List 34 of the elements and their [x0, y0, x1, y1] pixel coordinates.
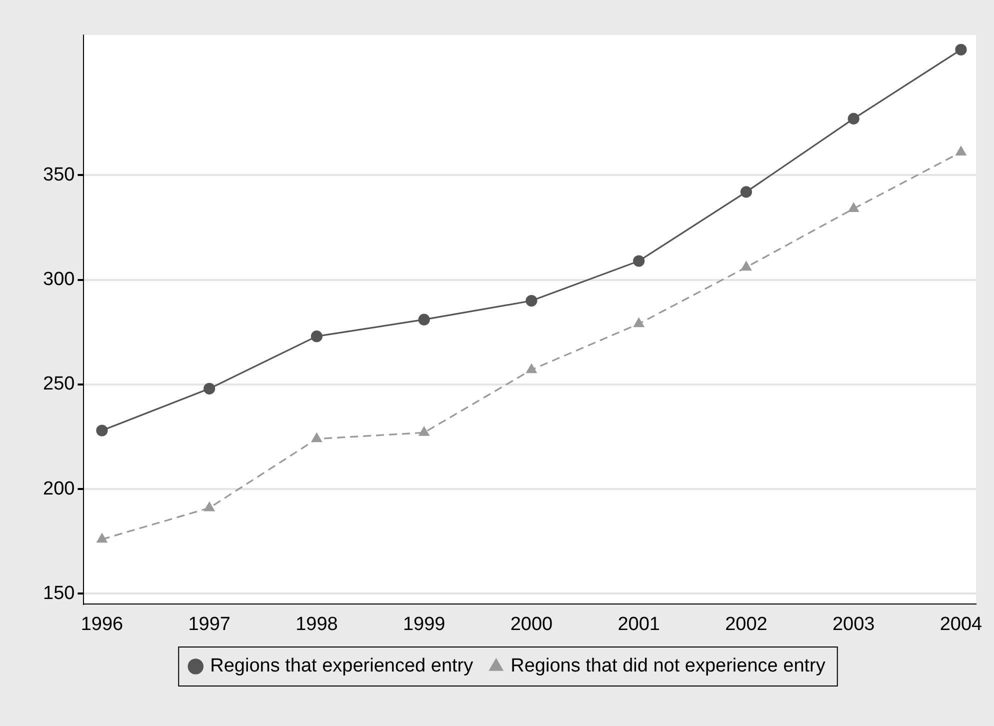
point [96, 424, 108, 436]
x-tick-label: 2000 [510, 614, 553, 635]
point [526, 364, 537, 374]
x-tick-label: 1998 [296, 614, 338, 635]
y-tick-label: 300 [43, 269, 75, 290]
point [96, 534, 108, 543]
point [633, 255, 645, 267]
point [204, 382, 216, 394]
point [634, 318, 644, 328]
y-tick-label: 350 [43, 164, 75, 186]
x-tick-label: 1999 [402, 614, 446, 635]
x-tick-label: 2003 [832, 614, 875, 635]
y-tick-label: 250 [43, 374, 75, 395]
point [418, 426, 430, 436]
x-tick-label: 2002 [725, 614, 768, 635]
point [955, 44, 967, 56]
point [312, 433, 322, 442]
point [204, 502, 214, 512]
point [740, 186, 752, 198]
x-tick-label: 1997 [188, 614, 230, 635]
point [848, 202, 859, 212]
x-tick-label: 1996 [80, 614, 124, 635]
point [526, 294, 538, 307]
x-tick-label: 2004 [940, 614, 983, 635]
x-tick-label: 2001 [618, 614, 660, 635]
point [956, 146, 966, 156]
point [310, 330, 323, 342]
legend-label: Regions that experienced entry [210, 656, 474, 677]
y-tick-label: 150 [43, 582, 75, 604]
legend-label: Regions that did not experience entry [510, 656, 826, 677]
y-tick-label: 200 [43, 478, 75, 500]
point [741, 261, 752, 271]
point [418, 314, 430, 326]
point [848, 112, 860, 125]
